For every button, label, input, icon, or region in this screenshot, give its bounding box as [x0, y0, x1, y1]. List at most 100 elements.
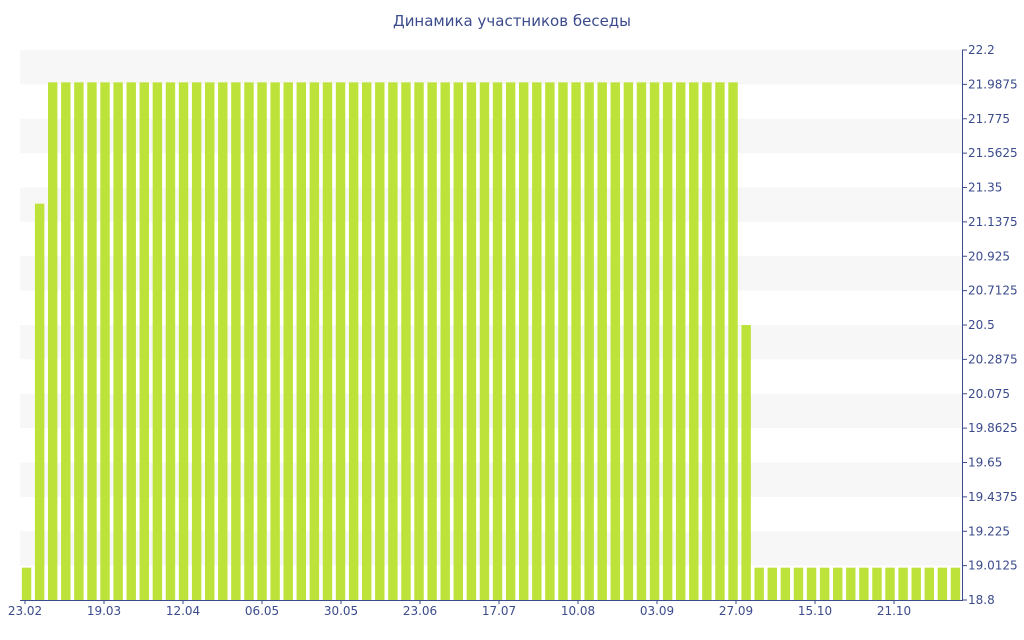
bar [453, 82, 463, 601]
grid-band [20, 118, 962, 154]
bar [780, 567, 791, 600]
y-tick-label: 20.7125 [968, 284, 1018, 298]
grid-band [20, 462, 962, 497]
bar [662, 82, 673, 601]
x-tick-label: 17.07 [482, 604, 516, 618]
bar [414, 82, 424, 601]
bar [178, 82, 189, 601]
x-tick-label: 23.02 [8, 604, 42, 618]
bar [636, 82, 647, 601]
bar [139, 82, 149, 601]
y-tick-label: 21.35 [968, 181, 1002, 195]
bar [100, 82, 110, 601]
y-tick-label: 19.65 [968, 456, 1002, 470]
bar [492, 82, 503, 601]
bar [335, 82, 346, 601]
y-tick-label: 20.2875 [968, 352, 1018, 366]
bar [676, 82, 686, 601]
bar [257, 82, 267, 601]
bar [806, 567, 817, 600]
bar [21, 567, 32, 600]
y-tick-label: 20.075 [968, 387, 1010, 401]
x-tick-label: 19.03 [87, 604, 121, 618]
bar [545, 82, 555, 601]
y-tick-label: 18.8 [968, 593, 995, 607]
y-tick-label: 21.5625 [968, 146, 1018, 160]
bar [819, 567, 830, 600]
bar [793, 567, 804, 600]
bar [532, 82, 542, 601]
bar [584, 82, 594, 601]
bar [833, 567, 843, 600]
y-tick-label: 19.8625 [968, 421, 1018, 435]
grid-band [20, 256, 962, 291]
bar [48, 82, 58, 601]
bar [191, 82, 202, 601]
grid-band [20, 187, 962, 222]
bar [911, 567, 921, 600]
bar [937, 567, 948, 600]
bar [283, 82, 293, 601]
chart-title: Динамика участников беседы [392, 12, 632, 30]
bar [623, 82, 634, 601]
y-tick-label: 21.1375 [968, 215, 1018, 229]
bar [519, 82, 529, 601]
grid-band [20, 325, 962, 360]
bar [872, 567, 882, 600]
bar [322, 82, 333, 601]
y-axis-ticks: 22.2 21.9875 21.775 21.5625 21.35 21.1375 20.9… [962, 43, 1018, 607]
bar [479, 82, 490, 601]
y-tick-label: 20.5 [968, 318, 995, 332]
bar [728, 82, 738, 601]
grid-bands [20, 50, 962, 566]
bar [126, 82, 136, 601]
x-tick-label: 06.05 [245, 604, 279, 618]
y-tick-label: 19.225 [968, 524, 1010, 538]
y-tick-label: 19.0125 [968, 559, 1018, 573]
bar [231, 82, 241, 601]
bar [754, 567, 764, 600]
x-tick-label: 10.08 [561, 604, 595, 618]
bar [440, 82, 450, 601]
bar [348, 82, 359, 601]
bar [113, 82, 123, 601]
bar [205, 82, 215, 601]
bar [401, 82, 411, 601]
bar [61, 82, 71, 601]
bar [571, 82, 581, 601]
x-tick-label: 15.10 [798, 604, 832, 618]
bar [950, 567, 961, 600]
y-tick-label: 21.9875 [968, 77, 1018, 91]
x-tick-label: 27.09 [719, 604, 753, 618]
bar [689, 82, 699, 601]
bar [309, 82, 320, 601]
x-tick-label: 21.10 [877, 604, 911, 618]
bar [767, 567, 777, 600]
bar [702, 82, 712, 601]
bar [218, 82, 228, 601]
bar [715, 82, 725, 601]
bars [21, 82, 961, 601]
y-tick-label: 21.775 [968, 112, 1010, 126]
bar [362, 82, 372, 601]
bar [466, 82, 477, 601]
y-tick-label: 22.2 [968, 43, 995, 57]
grid-band [20, 531, 962, 566]
bar [74, 82, 84, 601]
bar [885, 567, 895, 600]
x-tick-label: 30.05 [324, 604, 358, 618]
x-tick-label: 03.09 [640, 604, 674, 618]
x-axis-ticks: 23.02 19.03 12.04 06.05 30.05 23.06 17.07 10.08… [8, 600, 911, 618]
grid-band [20, 393, 962, 429]
x-tick-label: 12.04 [166, 604, 200, 618]
bar [505, 82, 516, 601]
bar [375, 82, 385, 601]
bar [34, 203, 45, 600]
grid-band [20, 50, 962, 85]
bar [388, 82, 398, 601]
bar [597, 82, 607, 601]
bar [846, 567, 856, 600]
bar [649, 82, 660, 601]
bar [859, 567, 869, 600]
